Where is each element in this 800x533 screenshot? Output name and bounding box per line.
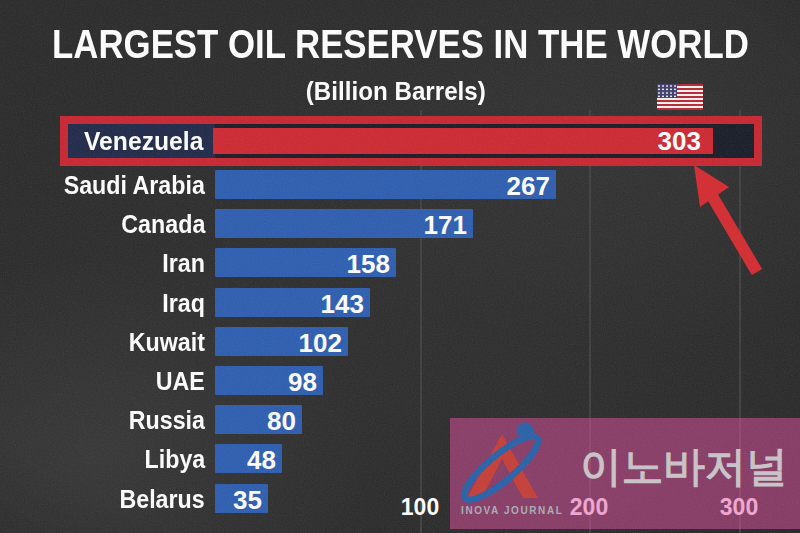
film-grain-texture (0, 0, 800, 533)
infographic: LARGEST OIL RESERVES IN THE WORLD (Billi… (0, 0, 800, 533)
